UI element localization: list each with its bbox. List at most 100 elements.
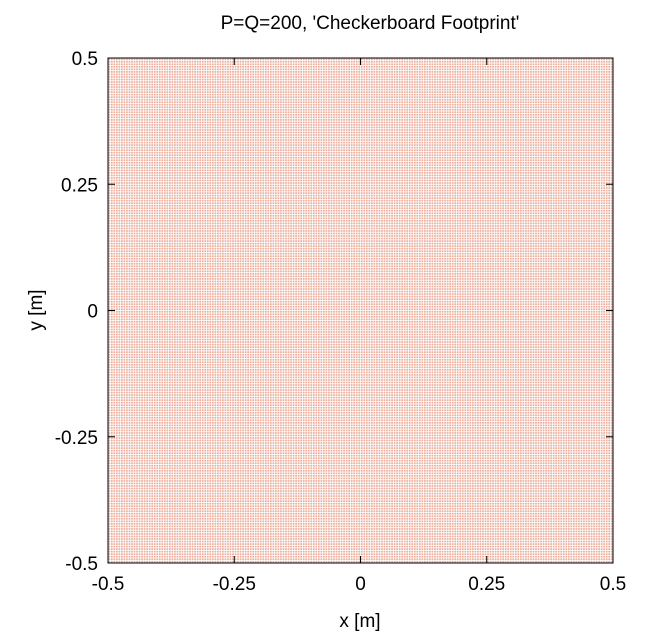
- footprint-point: [119, 172, 121, 174]
- footprint-point: [139, 116, 141, 118]
- footprint-point: [141, 536, 143, 538]
- footprint-point: [149, 278, 151, 280]
- footprint-point: [119, 558, 121, 560]
- footprint-point: [136, 217, 138, 219]
- footprint-point: [151, 106, 153, 108]
- footprint-point: [108, 394, 110, 396]
- footprint-point: [139, 349, 141, 351]
- footprint-point: [151, 556, 153, 558]
- footprint-point: [144, 389, 146, 391]
- footprint-point: [124, 324, 126, 326]
- footprint-point: [116, 200, 118, 202]
- footprint-point: [124, 142, 126, 144]
- footprint-point: [134, 462, 136, 464]
- footprint-point: [119, 409, 121, 411]
- footprint-point: [139, 445, 141, 447]
- footprint-point: [113, 250, 115, 252]
- footprint-point: [141, 74, 143, 76]
- footprint-point: [108, 139, 110, 141]
- footprint-point: [144, 147, 146, 149]
- footprint-point: [151, 238, 153, 240]
- footprint-point: [139, 546, 141, 548]
- footprint-point: [149, 220, 151, 222]
- footprint-point: [121, 86, 123, 88]
- footprint-point: [126, 139, 128, 141]
- footprint-point: [151, 175, 153, 177]
- footprint-point: [113, 298, 115, 300]
- footprint-point: [146, 212, 148, 214]
- footprint-point: [154, 243, 156, 245]
- footprint-point: [131, 430, 133, 432]
- footprint-point: [121, 414, 123, 416]
- footprint-point: [121, 344, 123, 346]
- footprint-point: [154, 321, 156, 323]
- footprint-point: [149, 382, 151, 384]
- footprint-point: [113, 546, 115, 548]
- footprint-point: [121, 346, 123, 348]
- footprint-point: [119, 523, 121, 525]
- footprint-point: [111, 382, 113, 384]
- footprint-point: [129, 483, 131, 485]
- footprint-point: [111, 298, 113, 300]
- footprint-point: [124, 364, 126, 366]
- footprint-point: [124, 402, 126, 404]
- footprint-point: [108, 303, 110, 305]
- footprint-point: [144, 531, 146, 533]
- footprint-point: [111, 215, 113, 217]
- footprint-point: [119, 281, 121, 283]
- footprint-point: [151, 361, 153, 363]
- footprint-point: [116, 66, 118, 68]
- footprint-point: [116, 217, 118, 219]
- footprint-point: [121, 114, 123, 116]
- footprint-point: [119, 89, 121, 91]
- footprint-point: [146, 354, 148, 356]
- footprint-point: [116, 220, 118, 222]
- footprint-point: [141, 366, 143, 368]
- footprint-point: [126, 558, 128, 560]
- footprint-point: [126, 250, 128, 252]
- footprint-point: [113, 233, 115, 235]
- footprint-point: [144, 356, 146, 358]
- footprint-point: [134, 291, 136, 293]
- footprint-point: [136, 152, 138, 154]
- footprint-point: [113, 99, 115, 101]
- footprint-point: [111, 253, 113, 255]
- footprint-point: [116, 316, 118, 318]
- footprint-point: [129, 61, 131, 63]
- footprint-point: [144, 546, 146, 548]
- footprint-point: [136, 96, 138, 98]
- footprint-point: [121, 475, 123, 477]
- footprint-point: [149, 556, 151, 558]
- footprint-point: [124, 336, 126, 338]
- footprint-point: [149, 91, 151, 93]
- footprint-point: [108, 134, 110, 136]
- footprint-point: [113, 162, 115, 164]
- footprint-point: [134, 435, 136, 437]
- footprint-point: [119, 91, 121, 93]
- footprint-point: [116, 369, 118, 371]
- footprint-point: [116, 147, 118, 149]
- footprint-point: [141, 119, 143, 121]
- footprint-point: [121, 467, 123, 469]
- footprint-point: [139, 505, 141, 507]
- footprint-point: [111, 152, 113, 154]
- footprint-point: [139, 215, 141, 217]
- footprint-point: [134, 483, 136, 485]
- footprint-point: [126, 96, 128, 98]
- footprint-point: [151, 86, 153, 88]
- footprint-point: [126, 495, 128, 497]
- footprint-point: [129, 397, 131, 399]
- footprint-point: [139, 432, 141, 434]
- footprint-point: [144, 324, 146, 326]
- footprint-point: [146, 341, 148, 343]
- footprint-point: [126, 124, 128, 126]
- footprint-point: [113, 139, 115, 141]
- footprint-point: [131, 253, 133, 255]
- footprint-point: [141, 356, 143, 358]
- footprint-point: [111, 306, 113, 308]
- footprint-point: [151, 359, 153, 361]
- footprint-point: [129, 364, 131, 366]
- footprint-point: [151, 58, 153, 60]
- footprint-point: [116, 63, 118, 65]
- footprint-point: [121, 253, 123, 255]
